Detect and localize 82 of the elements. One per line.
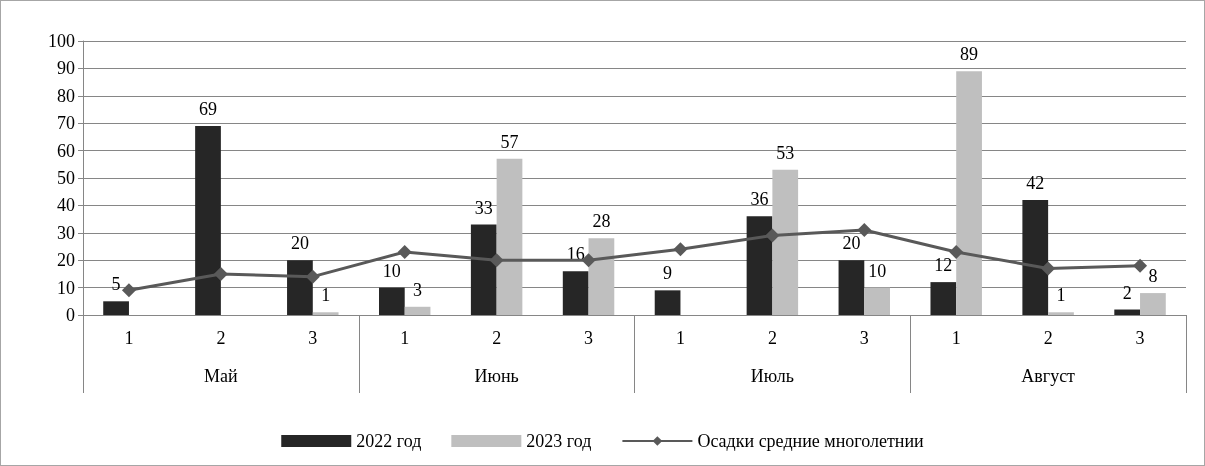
x-tick-label: 3 bbox=[1135, 328, 1145, 348]
y-tick-label: 80 bbox=[57, 85, 75, 106]
y-tick-label: 50 bbox=[57, 168, 75, 188]
text: Июль bbox=[750, 366, 794, 386]
data-label: 12 bbox=[934, 255, 953, 276]
legend-label: Осадки средние многолетнии bbox=[697, 431, 925, 451]
bar bbox=[1022, 199, 1049, 315]
data-label: 9 bbox=[663, 263, 673, 284]
data-label: 33 bbox=[474, 197, 493, 218]
data-label: 36 bbox=[750, 189, 769, 210]
x-tick-label: 3 bbox=[308, 328, 318, 348]
bar bbox=[103, 301, 129, 315]
data-label: 10 bbox=[382, 260, 401, 281]
point bbox=[1133, 258, 1148, 273]
legend-label: 2022 год bbox=[356, 431, 422, 451]
text: Июнь bbox=[474, 366, 519, 386]
x-tick-label: 2 bbox=[767, 328, 777, 348]
data-label: 20 bbox=[842, 233, 861, 254]
point bbox=[489, 253, 504, 268]
y-tick-label: 10 bbox=[57, 277, 75, 298]
x-tick-label: 1 bbox=[675, 328, 685, 348]
point bbox=[949, 244, 964, 259]
data-label: 1 bbox=[321, 285, 331, 306]
bar bbox=[470, 224, 497, 315]
y-tick-label: 30 bbox=[57, 222, 75, 243]
data-label: 1 bbox=[1056, 285, 1066, 306]
y-tick-label: 70 bbox=[57, 113, 75, 134]
point bbox=[765, 228, 780, 243]
point bbox=[213, 266, 228, 281]
data-label: 3 bbox=[413, 279, 423, 300]
bar bbox=[562, 271, 589, 315]
bar bbox=[195, 125, 221, 315]
data-label: 8 bbox=[1148, 266, 1158, 287]
bar bbox=[746, 216, 773, 315]
text: Август bbox=[1021, 366, 1076, 386]
bar bbox=[654, 290, 681, 315]
bar bbox=[772, 169, 799, 315]
bar bbox=[496, 158, 523, 315]
bar bbox=[864, 287, 891, 315]
bar bbox=[588, 238, 615, 315]
x-tick-label: 3 bbox=[584, 328, 594, 348]
bar bbox=[1140, 293, 1166, 315]
x-tick-label: 3 bbox=[859, 328, 869, 348]
bar bbox=[312, 312, 339, 315]
point bbox=[857, 223, 872, 238]
x-tick-label: 2 bbox=[492, 328, 502, 348]
point bbox=[673, 242, 688, 257]
y-tick-label: 90 bbox=[57, 58, 75, 79]
y-tick-label: 0 bbox=[66, 305, 75, 325]
data-label: 5 bbox=[111, 274, 121, 295]
point bbox=[121, 283, 136, 298]
bar bbox=[930, 282, 957, 315]
bar bbox=[956, 71, 982, 315]
point bbox=[305, 269, 320, 284]
bar bbox=[1114, 309, 1141, 315]
data-label: 20 bbox=[290, 233, 309, 254]
bar bbox=[1048, 312, 1074, 315]
legend-label: 2023 год bbox=[526, 431, 592, 451]
y-tick-label: 100 bbox=[48, 31, 75, 51]
point bbox=[397, 244, 412, 259]
y-tick-label: 20 bbox=[57, 250, 75, 271]
data-label: 53 bbox=[776, 142, 795, 163]
data-label: 28 bbox=[592, 211, 611, 232]
bar bbox=[378, 287, 405, 315]
x-tick-label: 2 bbox=[216, 328, 226, 348]
x-tick-label: 1 bbox=[124, 328, 134, 348]
data-label: 57 bbox=[500, 131, 519, 152]
data-label: 89 bbox=[960, 44, 979, 65]
x-tick-label: 1 bbox=[951, 328, 961, 348]
bar bbox=[404, 306, 431, 315]
y-tick-label: 60 bbox=[57, 140, 75, 161]
bar bbox=[838, 260, 865, 315]
text: Май bbox=[204, 366, 239, 386]
y-tick-label: 40 bbox=[57, 195, 75, 216]
point bbox=[1041, 261, 1056, 276]
data-label: 42 bbox=[1026, 172, 1045, 193]
data-label: 10 bbox=[868, 260, 887, 281]
bar bbox=[287, 260, 313, 315]
x-tick-label: 1 bbox=[400, 328, 410, 348]
x-tick-label: 2 bbox=[1043, 328, 1053, 348]
data-label: 2 bbox=[1122, 282, 1132, 303]
data-label: 69 bbox=[199, 98, 218, 119]
